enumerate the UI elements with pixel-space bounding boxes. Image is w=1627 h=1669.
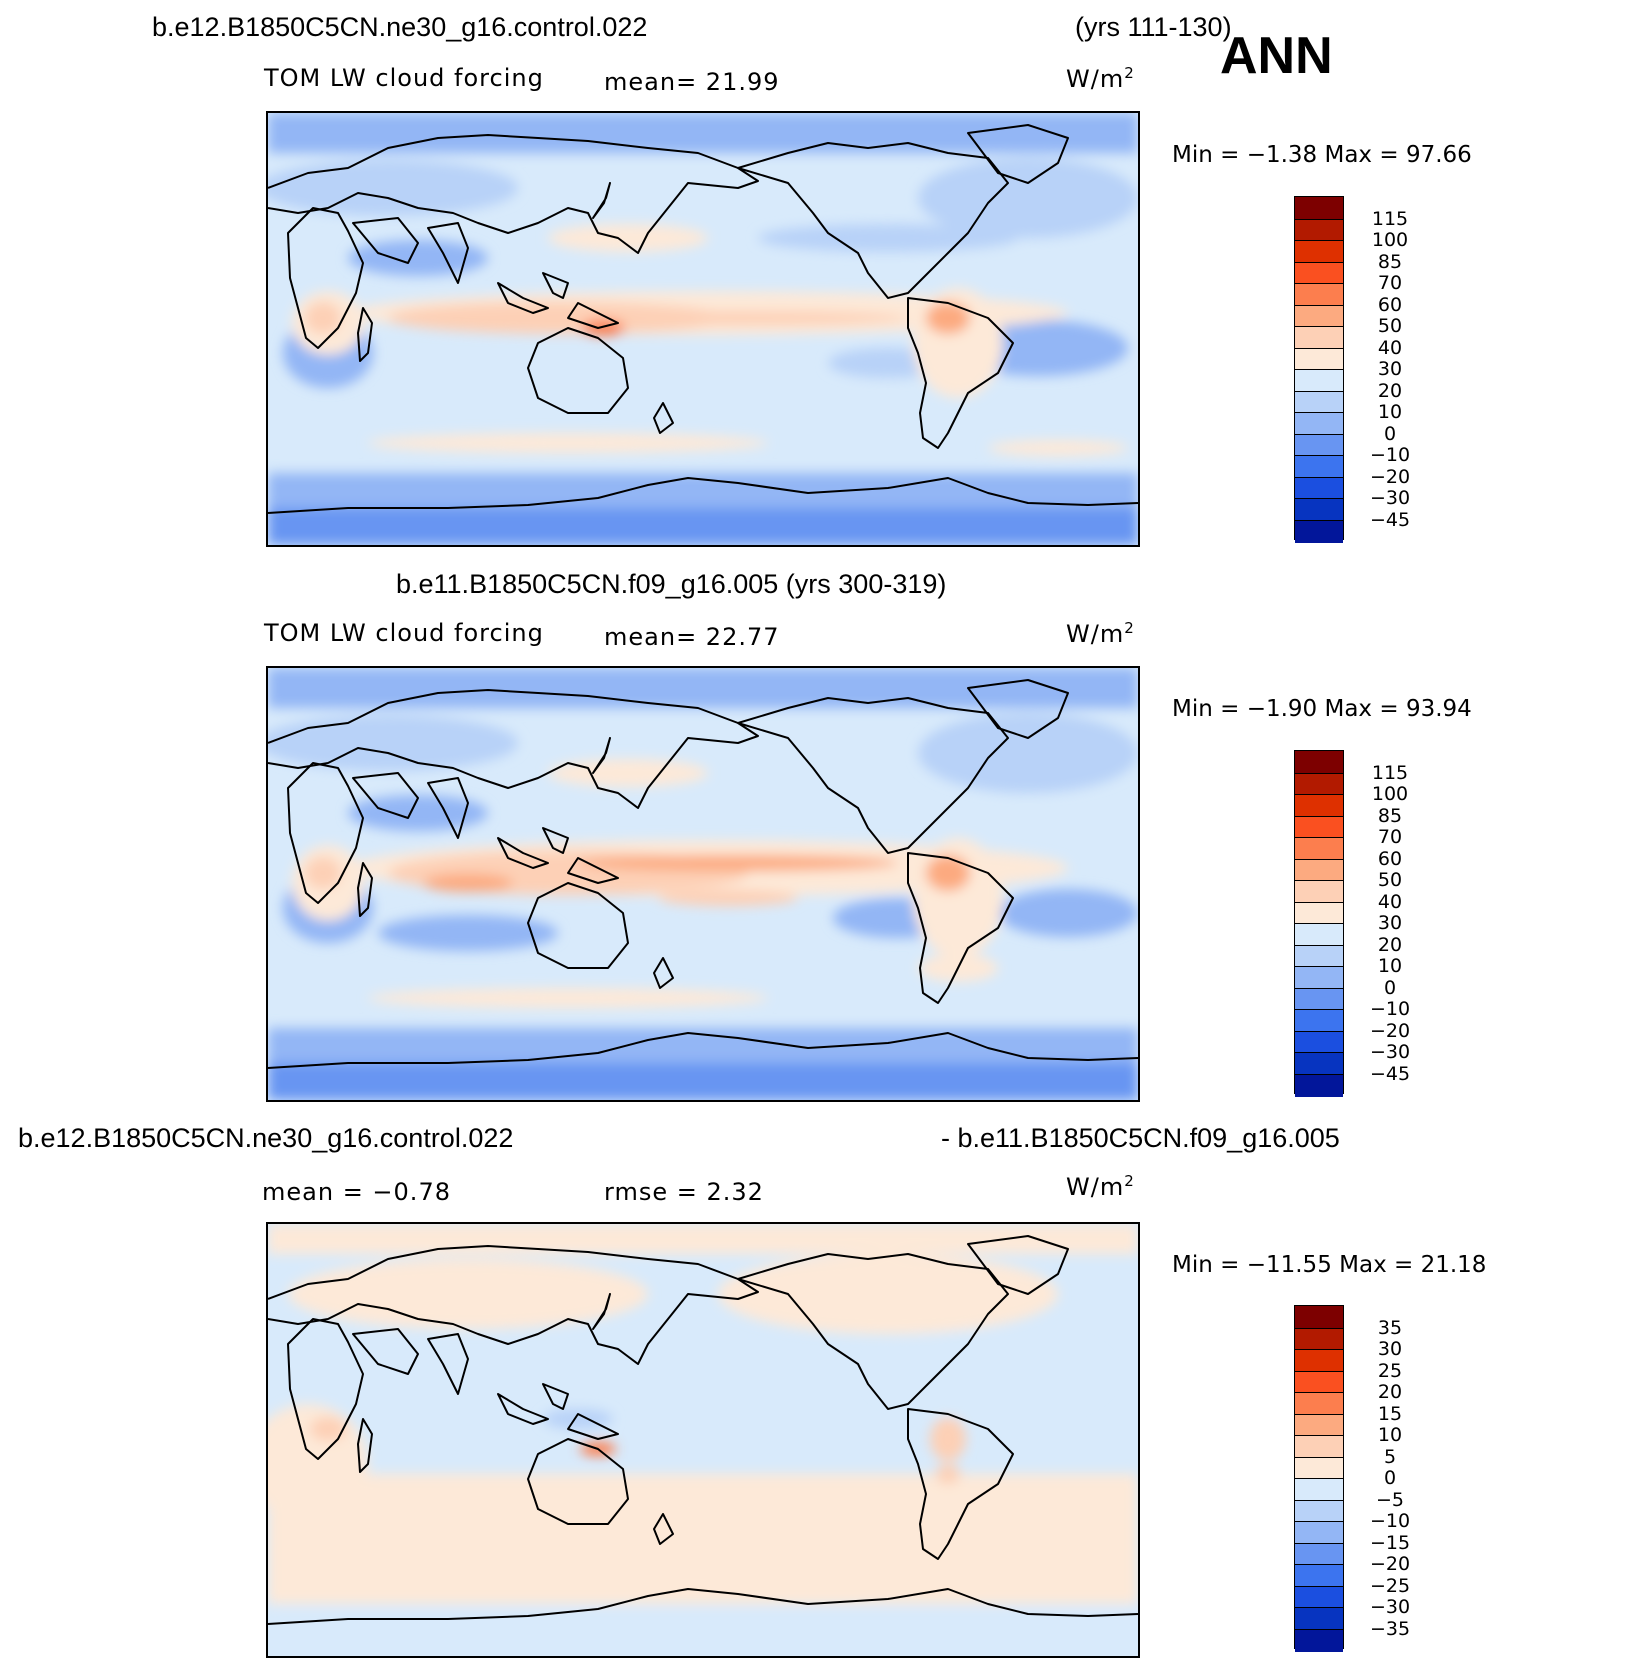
- panel1-tick: 20: [1377, 380, 1403, 402]
- panel2-tick: 40: [1377, 891, 1403, 913]
- panel1-variable: TOM LW cloud forcing: [264, 64, 544, 92]
- panel3-tick: 15: [1377, 1403, 1403, 1425]
- panel1-map: [266, 111, 1140, 547]
- panel1-tick: 10: [1377, 401, 1403, 423]
- panel3-tick: −35: [1369, 1618, 1411, 1640]
- years-label: (yrs 111-130): [1075, 12, 1232, 42]
- panel1-tick: 40: [1377, 337, 1403, 359]
- panel3-minmax: Min = −11.55 Max = 21.18: [1172, 1252, 1487, 1278]
- panel3-tick: 25: [1377, 1360, 1403, 1382]
- panel2-tick: 10: [1377, 955, 1403, 977]
- panel1-tick: 50: [1377, 315, 1403, 337]
- panel2-tick: −30: [1369, 1041, 1411, 1063]
- panel2-tick: −10: [1369, 998, 1411, 1020]
- panel1-tick: 100: [1371, 229, 1409, 251]
- panel1-tick: −10: [1369, 444, 1411, 466]
- panel1-tick: 0: [1383, 423, 1397, 445]
- panel2-tick: −45: [1369, 1063, 1411, 1085]
- panel3-colorbar: [1294, 1305, 1344, 1652]
- panel2-tick: 50: [1377, 869, 1403, 891]
- panel1-units: W/m2: [1066, 64, 1135, 93]
- panel3-tick: −30: [1369, 1596, 1411, 1618]
- panel3-tick: 35: [1377, 1317, 1403, 1339]
- panel3-tick: 20: [1377, 1381, 1403, 1403]
- panel2-tick: 85: [1377, 805, 1403, 827]
- panel2-tick: 0: [1383, 977, 1397, 999]
- panel3-mean: mean = −0.78: [262, 1178, 451, 1206]
- panel3-rmse: rmse = 2.32: [604, 1178, 764, 1206]
- panel2-tick: 70: [1377, 826, 1403, 848]
- panel2-title: b.e11.B1850C5CN.f09_g16.005 (yrs 300-319…: [396, 569, 947, 599]
- panel1-minmax: Min = −1.38 Max = 97.66: [1172, 142, 1472, 168]
- panel1-tick: 115: [1371, 208, 1409, 230]
- panel1-tick: −20: [1369, 466, 1411, 488]
- panel2-minmax: Min = −1.90 Max = 93.94: [1172, 696, 1472, 722]
- panel3-tick: −20: [1369, 1553, 1411, 1575]
- panel1-tick: 60: [1377, 294, 1403, 316]
- panel3-tick: 0: [1383, 1467, 1397, 1489]
- panel3-tick: 5: [1383, 1446, 1397, 1468]
- panel2-tick: 20: [1377, 934, 1403, 956]
- panel1-mean: mean= 21.99: [604, 68, 780, 96]
- panel3-tick: −5: [1375, 1489, 1404, 1511]
- case-title: b.e12.B1850C5CN.ne30_g16.control.022: [152, 12, 648, 42]
- panel3-tick: −25: [1369, 1575, 1411, 1597]
- panel2-tick: 100: [1371, 783, 1409, 805]
- panel2-variable: TOM LW cloud forcing: [264, 619, 544, 647]
- panel1-tick: 30: [1377, 358, 1403, 380]
- season-label: ANN: [1220, 27, 1333, 85]
- panel2-tick: 115: [1371, 762, 1409, 784]
- panel3-tick: 30: [1377, 1338, 1403, 1360]
- panel2-tick: 30: [1377, 912, 1403, 934]
- panel2-colorbar: [1294, 750, 1344, 1097]
- panel3-title-left: b.e12.B1850C5CN.ne30_g16.control.022: [18, 1123, 514, 1153]
- panel3-tick: 10: [1377, 1424, 1403, 1446]
- panel3-tick: −10: [1369, 1510, 1411, 1532]
- panel1-tick: −45: [1369, 509, 1411, 531]
- panel2-mean: mean= 22.77: [604, 623, 780, 651]
- panel3-tick: −15: [1369, 1532, 1411, 1554]
- panel2-map: [266, 666, 1140, 1102]
- panel2-units: W/m2: [1066, 619, 1135, 648]
- panel3-map: [266, 1222, 1140, 1658]
- panel3-units: W/m2: [1066, 1172, 1135, 1201]
- panel2-tick: −20: [1369, 1020, 1411, 1042]
- panel1-tick: 85: [1377, 251, 1403, 273]
- panel1-tick: −30: [1369, 487, 1411, 509]
- panel1-colorbar: [1294, 196, 1344, 543]
- panel2-tick: 60: [1377, 848, 1403, 870]
- panel3-title-right: - b.e11.B1850C5CN.f09_g16.005: [941, 1123, 1340, 1153]
- panel1-tick: 70: [1377, 272, 1403, 294]
